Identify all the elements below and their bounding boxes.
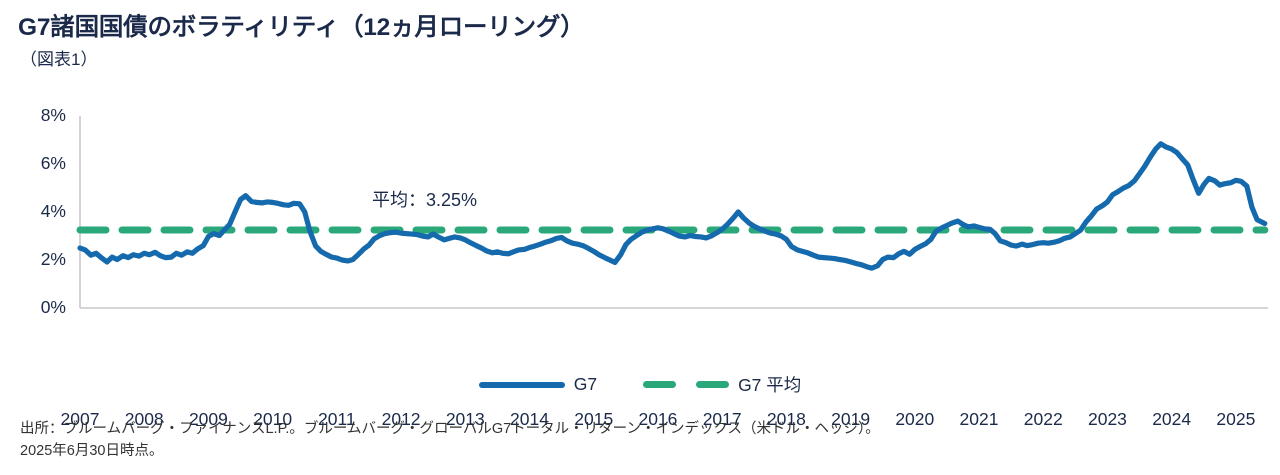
- x-tick-label: 2014: [510, 409, 549, 429]
- footnote-line-1: 出所：ブルームバーグ・ファイナンスL.P.。ブルームバーグ・グローバルG7トータ…: [20, 421, 880, 437]
- footnote-line-2: 2025年6月30日時点。: [20, 443, 164, 460]
- legend-swatch-dashed-line-icon: [643, 381, 730, 388]
- plot-area: 0% 2% 4% 6% 8% 2007 2008 2009 2010 2011 2012 2013 2…: [0, 95, 1280, 428]
- y-tick-label: 6%: [40, 153, 66, 173]
- x-tick-label: 2025: [1216, 409, 1256, 429]
- x-tick-label: 2007: [60, 409, 100, 429]
- x-tick-label: 2011: [318, 409, 356, 429]
- x-tick-label: 2008: [124, 409, 164, 429]
- x-tick-label: 2023: [1087, 409, 1127, 429]
- y-tick-label: 2%: [40, 249, 66, 269]
- footnote: 出所：ブルームバーグ・ファイナンスL.P.。ブルームバーグ・グローバルG7トータ…: [20, 418, 880, 463]
- axis-lines: [79, 116, 1268, 309]
- chart-subtitle: （図表1）: [20, 50, 98, 69]
- legend-swatch-solid-line-icon: [478, 381, 565, 388]
- x-tick-label: 2016: [638, 409, 678, 429]
- chart-svg: [76, 116, 1269, 309]
- x-tick-label: 2012: [381, 409, 421, 429]
- page-title: G7諸国国債のボラティリティ（12ヵ月ローリング）: [18, 14, 585, 41]
- x-tick-label: 2019: [831, 409, 871, 429]
- y-tick-label: 4%: [40, 201, 66, 221]
- average-annotation: 平均：3.25%: [372, 190, 478, 210]
- legend-label-g7-average: G7 平均: [738, 375, 802, 395]
- y-tick-label: 0%: [40, 297, 66, 317]
- x-tick-label: 2017: [702, 409, 742, 429]
- chart-legend: G7 G7 平均: [0, 372, 1280, 397]
- x-tick-label: 2010: [253, 409, 293, 429]
- x-tick-label: 2020: [895, 409, 935, 429]
- series-line-g7: [77, 141, 1268, 271]
- x-tick-label: 2022: [1023, 409, 1063, 429]
- x-tick-label: 2024: [1152, 409, 1192, 429]
- x-tick-label: 2013: [445, 409, 485, 429]
- legend-item-g7-average[interactable]: G7 平均: [643, 372, 801, 397]
- x-tick-label: 2018: [766, 409, 806, 429]
- x-tick-label: 2021: [959, 409, 999, 429]
- x-tick-label: 2015: [574, 409, 614, 429]
- y-tick-label: 8%: [40, 105, 66, 125]
- x-tick-label: 2009: [188, 409, 228, 429]
- legend-item-g7[interactable]: G7: [478, 374, 598, 395]
- legend-label-g7: G7: [573, 374, 598, 394]
